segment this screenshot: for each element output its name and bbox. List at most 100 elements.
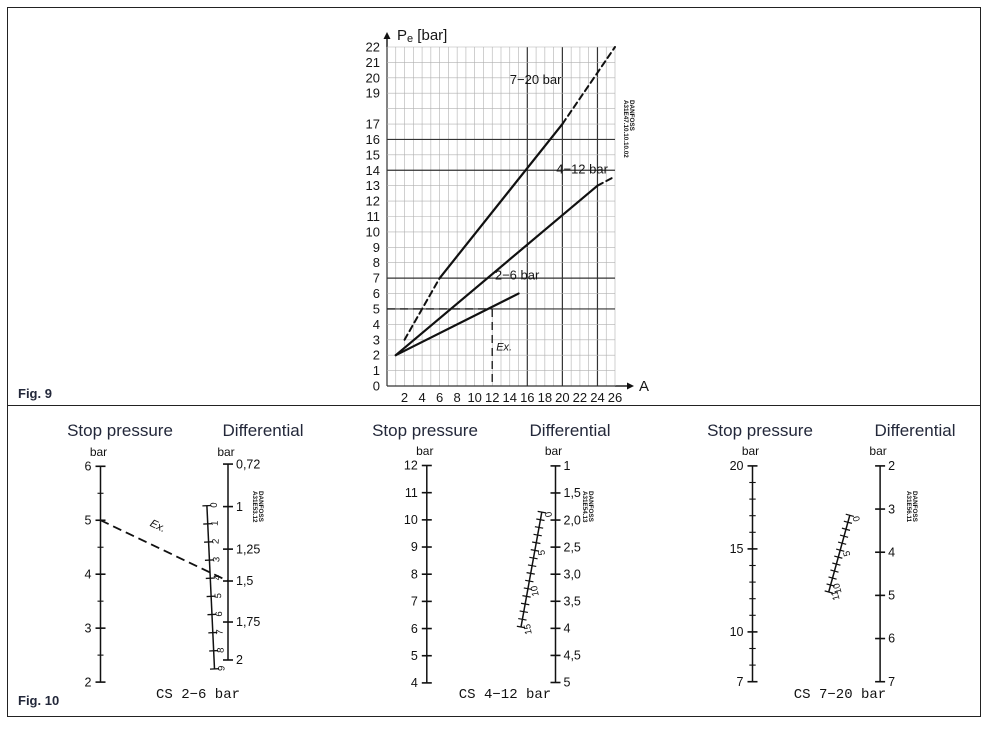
svg-text:1,25: 1,25	[236, 542, 260, 556]
svg-text:17: 17	[366, 117, 380, 132]
svg-text:8: 8	[411, 567, 418, 581]
svg-text:Stop pressure: Stop pressure	[707, 421, 813, 440]
svg-text:bar: bar	[742, 444, 759, 458]
svg-text:2: 2	[888, 459, 895, 473]
svg-text:A31E53.12: A31E53.12	[251, 491, 258, 523]
svg-text:20: 20	[730, 459, 744, 473]
svg-text:21: 21	[366, 55, 380, 70]
svg-text:2: 2	[236, 653, 243, 667]
svg-text:18: 18	[538, 390, 552, 405]
svg-text:bar: bar	[869, 444, 886, 458]
svg-text:1,75: 1,75	[236, 615, 260, 629]
svg-text:9: 9	[216, 665, 227, 671]
svg-text:4: 4	[85, 567, 92, 581]
svg-text:26: 26	[608, 390, 622, 405]
svg-text:bar: bar	[416, 444, 433, 458]
svg-text:0: 0	[543, 511, 555, 518]
svg-text:2,0: 2,0	[564, 513, 581, 527]
svg-text:15: 15	[522, 623, 535, 635]
svg-text:4,5: 4,5	[564, 649, 581, 663]
svg-text:6: 6	[373, 286, 380, 301]
svg-text:2: 2	[401, 390, 408, 405]
svg-text:22: 22	[573, 390, 587, 405]
svg-text:2: 2	[210, 538, 221, 544]
svg-text:5: 5	[536, 549, 548, 556]
svg-text:7: 7	[737, 675, 744, 689]
svg-text:5: 5	[888, 589, 895, 603]
svg-text:13: 13	[366, 178, 380, 193]
svg-text:14: 14	[366, 163, 380, 178]
svg-text:CS 2−6 bar: CS 2−6 bar	[156, 687, 240, 703]
svg-text:12: 12	[404, 459, 418, 473]
svg-text:19: 19	[366, 86, 380, 101]
svg-text:1: 1	[373, 363, 380, 378]
svg-text:20: 20	[555, 390, 569, 405]
svg-text:10: 10	[404, 513, 418, 527]
svg-text:5: 5	[373, 301, 380, 316]
svg-text:2−6 bar: 2−6 bar	[495, 268, 540, 283]
svg-text:7−20 bar: 7−20 bar	[510, 72, 562, 87]
svg-text:20: 20	[366, 70, 380, 85]
svg-text:11: 11	[405, 486, 418, 500]
svg-text:5: 5	[213, 593, 224, 599]
svg-text:24: 24	[590, 390, 604, 405]
svg-text:9: 9	[411, 540, 418, 554]
svg-text:0: 0	[373, 379, 380, 394]
svg-text:4−12 bar: 4−12 bar	[556, 161, 608, 176]
svg-text:A31E47.10.10.10.02: A31E47.10.10.10.02	[622, 100, 629, 158]
svg-text:A31E54.13: A31E54.13	[581, 491, 588, 523]
svg-text:10: 10	[467, 390, 481, 405]
svg-text:10: 10	[529, 585, 542, 597]
svg-text:A: A	[639, 378, 649, 395]
svg-text:bar: bar	[545, 444, 562, 458]
svg-text:3,5: 3,5	[564, 594, 581, 608]
svg-text:Differential: Differential	[530, 421, 611, 440]
svg-text:0,72: 0,72	[236, 457, 260, 471]
svg-text:3: 3	[211, 557, 222, 563]
svg-text:A31E56.11: A31E56.11	[905, 491, 912, 523]
svg-text:6: 6	[436, 390, 443, 405]
svg-text:CS 4−12 bar: CS 4−12 bar	[459, 687, 551, 703]
svg-text:bar: bar	[90, 445, 107, 459]
svg-text:6: 6	[85, 460, 92, 474]
svg-text:9: 9	[373, 240, 380, 255]
svg-text:15: 15	[730, 542, 744, 556]
svg-text:3: 3	[85, 621, 92, 635]
svg-text:12: 12	[366, 194, 380, 209]
svg-text:16: 16	[520, 390, 534, 405]
svg-text:3: 3	[888, 502, 895, 516]
svg-text:7: 7	[411, 595, 418, 609]
svg-text:0: 0	[209, 502, 220, 508]
svg-text:11: 11	[367, 209, 381, 224]
svg-text:7: 7	[888, 675, 895, 689]
svg-text:Differential: Differential	[223, 421, 304, 440]
svg-text:7: 7	[373, 271, 380, 286]
svg-text:2: 2	[85, 675, 92, 689]
svg-text:Pe [bar]: Pe [bar]	[397, 27, 447, 45]
svg-text:Differential: Differential	[875, 421, 956, 440]
svg-text:4: 4	[373, 317, 380, 332]
svg-text:bar: bar	[217, 445, 234, 459]
svg-text:6: 6	[888, 632, 895, 646]
svg-text:8: 8	[454, 390, 461, 405]
svg-text:Stop pressure: Stop pressure	[372, 421, 478, 440]
svg-text:4: 4	[564, 622, 571, 636]
svg-text:5: 5	[564, 676, 571, 690]
svg-text:CS 7−20 bar: CS 7−20 bar	[794, 687, 886, 703]
svg-text:5: 5	[85, 513, 92, 527]
svg-text:1: 1	[210, 520, 221, 526]
svg-text:Ex.: Ex.	[148, 518, 168, 536]
svg-text:1,5: 1,5	[236, 574, 253, 588]
svg-text:16: 16	[366, 132, 380, 147]
svg-text:5: 5	[411, 649, 418, 663]
svg-text:8: 8	[373, 255, 380, 270]
svg-text:2,5: 2,5	[564, 540, 581, 554]
svg-text:Stop pressure: Stop pressure	[67, 421, 173, 440]
svg-text:2: 2	[373, 348, 380, 363]
svg-text:1: 1	[236, 500, 243, 514]
svg-text:10: 10	[366, 224, 380, 239]
svg-text:15: 15	[366, 147, 380, 162]
svg-text:12: 12	[485, 390, 499, 405]
svg-text:Ex.: Ex.	[496, 342, 512, 354]
svg-text:14: 14	[503, 390, 517, 405]
